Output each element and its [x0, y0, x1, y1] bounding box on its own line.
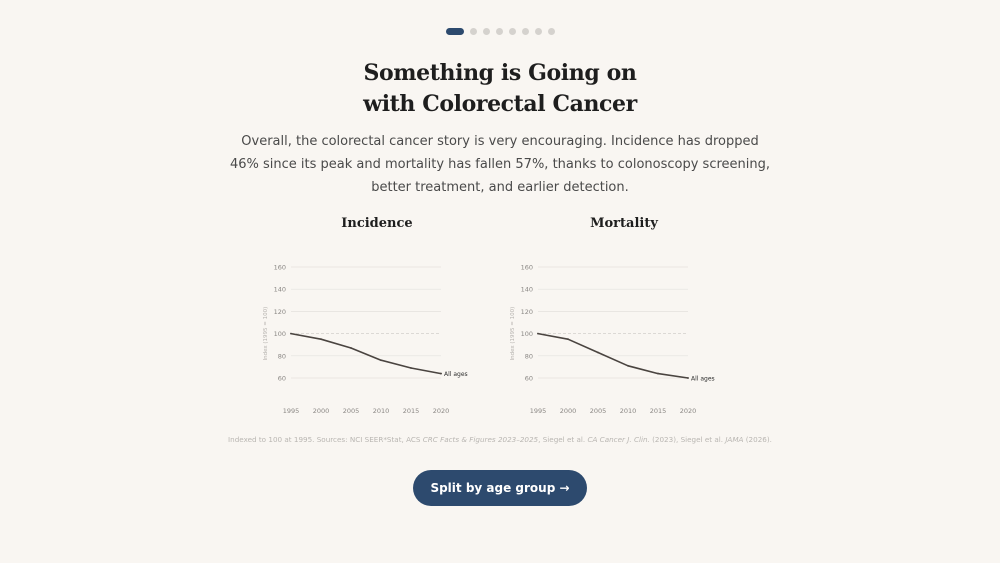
series-line [537, 332, 689, 379]
data-point [687, 377, 689, 379]
pager-dot[interactable] [508, 28, 516, 35]
y-tick-label: 140 [274, 286, 286, 294]
data-point [627, 364, 629, 367]
incidence-chart: 160 140 120 100 80 60 Index (1995 = 100) 1995 20… [263, 264, 468, 416]
intro-paragraph: Overall, the colorectal cancer story is … [229, 134, 770, 195]
x-tick-label: 2015 [403, 407, 420, 415]
series-line [290, 332, 442, 375]
slide-pager [0, 28, 1000, 35]
source-title-crc-facts: CRC Facts & Figures 2023–2025 [422, 435, 539, 444]
pager-dot[interactable] [521, 28, 529, 35]
source-title-ca-cancer: CA Cancer J. Clin. [587, 435, 650, 444]
y-tick-label: 100 [274, 330, 286, 338]
data-point [350, 347, 352, 349]
x-tick-label: 1995 [283, 407, 300, 415]
source-note: Indexed to 100 at 1995. Sources: NCI SEE… [225, 434, 775, 446]
data-point [567, 338, 569, 341]
x-tick-label: 2010 [373, 407, 390, 415]
y-tick-label: 160 [521, 264, 533, 272]
source-text-2: , Siegel et al. [538, 435, 588, 444]
data-point [537, 332, 539, 335]
series-label: All ages [444, 371, 468, 378]
x-tick-label: 2020 [433, 407, 450, 415]
y-tick-label: 120 [274, 308, 286, 316]
x-tick-label: 2000 [313, 407, 330, 415]
pager-dot[interactable] [482, 28, 490, 35]
source-text-1: Indexed to 100 at 1995. Sources: NCI SEE… [228, 435, 423, 444]
pager-dot[interactable] [534, 28, 542, 35]
data-point [597, 351, 599, 354]
incidence-chart-title: Incidence [341, 216, 413, 231]
mortality-chart: 160 140 120 100 80 60 Index (1995 = 100) 1995 20… [510, 264, 715, 416]
x-tick-label: 2000 [560, 407, 577, 415]
x-tick-label: 2005 [590, 407, 607, 415]
x-tick-label: 2005 [343, 407, 360, 415]
y-tick-label: 80 [525, 352, 533, 360]
mortality-chart-title: Mortality [590, 216, 658, 231]
pager-dot[interactable] [445, 28, 464, 35]
page-title-line-1: Something is Going on [363, 60, 637, 86]
pager-dot[interactable] [547, 28, 555, 35]
data-point [290, 332, 292, 335]
data-point [440, 372, 442, 375]
pager-dot[interactable] [469, 28, 477, 35]
y-tick-label: 100 [521, 330, 533, 338]
y-tick-label: 60 [278, 375, 286, 383]
x-tick-label: 2020 [680, 407, 697, 415]
source-text-3: (2023), Siegel et al. [649, 435, 726, 444]
series-label: All ages [691, 376, 715, 383]
y-tick-label: 120 [521, 308, 533, 316]
y-tick-label: 160 [274, 264, 286, 272]
y-tick-label: 60 [525, 375, 533, 383]
y-axis-label: Index (1995 = 100) [263, 307, 269, 361]
x-tick-label: 2015 [650, 407, 667, 415]
data-point [410, 367, 412, 369]
y-tick-label: 140 [521, 286, 533, 294]
x-tick-label: 2010 [620, 407, 637, 415]
source-title-jama: JAMA [725, 435, 744, 444]
page-title: Something is Going on with Colorectal Ca… [0, 58, 1000, 120]
data-point [320, 338, 322, 341]
x-tick-label: 1995 [530, 407, 547, 415]
data-point [657, 372, 659, 375]
y-axis-label: Index (1995 = 100) [510, 307, 516, 361]
page-title-line-2: with Colorectal Cancer [363, 91, 637, 117]
y-tick-label: 80 [278, 352, 286, 360]
source-text-4: (2026). [743, 435, 772, 444]
split-by-age-group-button[interactable]: Split by age group → [413, 470, 587, 506]
pager-dot[interactable] [495, 28, 503, 35]
data-point [380, 359, 382, 362]
